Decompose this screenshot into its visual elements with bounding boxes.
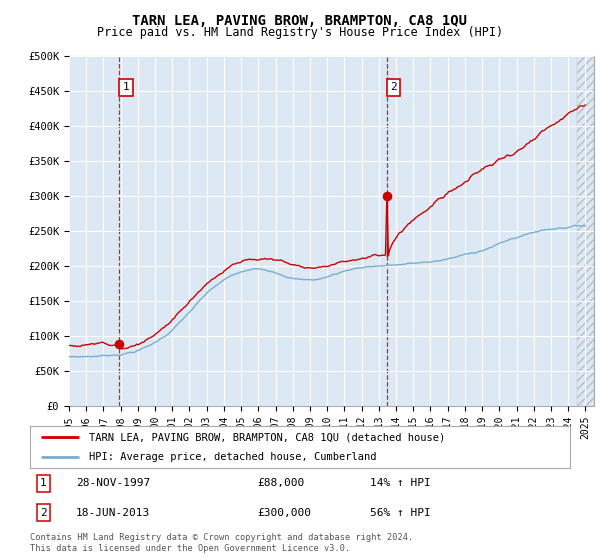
- Text: 56% ↑ HPI: 56% ↑ HPI: [370, 508, 431, 518]
- Text: HPI: Average price, detached house, Cumberland: HPI: Average price, detached house, Cumb…: [89, 452, 377, 462]
- Text: £300,000: £300,000: [257, 508, 311, 518]
- Point: [382, 192, 392, 200]
- Point: [114, 340, 124, 349]
- Text: TARN LEA, PAVING BROW, BRAMPTON, CA8 1QU (detached house): TARN LEA, PAVING BROW, BRAMPTON, CA8 1QU…: [89, 432, 446, 442]
- Text: Contains HM Land Registry data © Crown copyright and database right 2024.
This d: Contains HM Land Registry data © Crown c…: [30, 533, 413, 553]
- Text: 2: 2: [390, 82, 397, 92]
- Text: 18-JUN-2013: 18-JUN-2013: [76, 508, 150, 518]
- Text: £88,000: £88,000: [257, 478, 304, 488]
- Text: 1: 1: [40, 478, 47, 488]
- Text: 14% ↑ HPI: 14% ↑ HPI: [370, 478, 431, 488]
- Text: Price paid vs. HM Land Registry's House Price Index (HPI): Price paid vs. HM Land Registry's House …: [97, 26, 503, 39]
- Text: TARN LEA, PAVING BROW, BRAMPTON, CA8 1QU: TARN LEA, PAVING BROW, BRAMPTON, CA8 1QU: [133, 14, 467, 28]
- Text: 28-NOV-1997: 28-NOV-1997: [76, 478, 150, 488]
- Text: 1: 1: [122, 82, 129, 92]
- Text: 2: 2: [40, 508, 47, 518]
